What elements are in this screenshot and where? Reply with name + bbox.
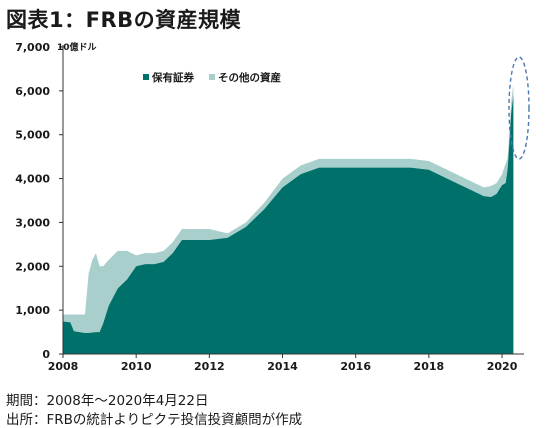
legend-label-other: その他の資産 <box>218 71 281 84</box>
y-tick-label: 4,000 <box>15 173 50 186</box>
y-tick-label: 7,000 <box>15 41 50 54</box>
period-note: 期間：2008年～2020年4月22日 <box>6 393 209 409</box>
legend-swatch-other <box>209 74 215 80</box>
legend: 保有証券 その他の資産 <box>143 71 281 84</box>
x-tick-label: 2014 <box>267 360 298 373</box>
area-series <box>63 84 514 354</box>
highlight-ellipse <box>508 56 530 160</box>
legend-swatch-securities <box>143 74 149 80</box>
y-tick-label: 0 <box>42 348 50 361</box>
y-tick-label: 3,000 <box>15 216 50 229</box>
x-tick-label: 2012 <box>194 360 225 373</box>
source-note: 出所：FRBの統計よりピクテ投信投資顧問が作成 <box>6 412 303 428</box>
x-tick-label: 2010 <box>121 360 152 373</box>
annotation <box>508 56 530 160</box>
x-tick-label: 2018 <box>414 360 445 373</box>
y-tick-label: 2,000 <box>15 260 50 273</box>
x-tick-label: 2008 <box>48 360 79 373</box>
x-tick-label: 2016 <box>340 360 371 373</box>
y-tick-label: 5,000 <box>15 129 50 142</box>
axes: 0 1,000 2,000 3,000 4,000 5,000 6,000 7,000 10億ド… <box>15 41 524 373</box>
x-tick-label: 2020 <box>487 360 518 373</box>
chart-title: 図表1：FRBの資産規模 <box>6 8 242 32</box>
y-tick-label: 1,000 <box>15 304 50 317</box>
y-tick-label: 6,000 <box>15 85 50 98</box>
series-securities-area <box>63 95 514 354</box>
legend-label-securities: 保有証券 <box>151 71 194 84</box>
y-axis-unit: 10億ドル <box>57 41 97 53</box>
